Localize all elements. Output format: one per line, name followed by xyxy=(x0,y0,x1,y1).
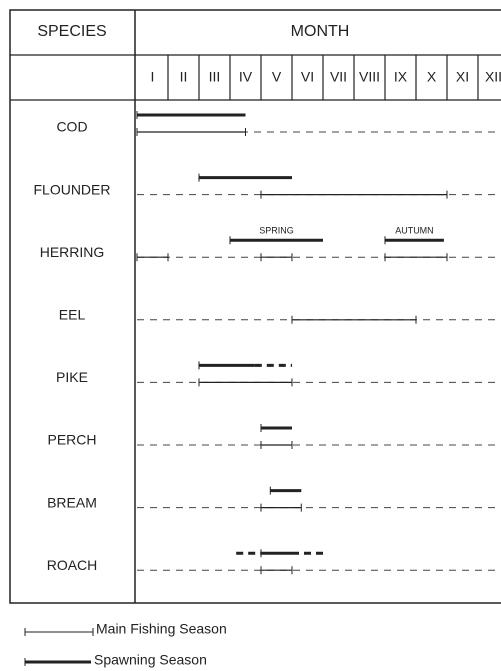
legend-fishing: Main Fishing Season xyxy=(96,621,227,637)
spawning-label: AUTUMN xyxy=(395,226,434,236)
species-name: PIKE xyxy=(56,369,88,385)
month-label: II xyxy=(180,69,188,85)
month-label: VII xyxy=(330,69,347,85)
legend-spawning: Spawning Season xyxy=(94,652,207,668)
month-label: VIII xyxy=(359,69,380,85)
month-label: XII xyxy=(485,69,501,85)
species-name: BREAM xyxy=(47,494,97,510)
table-border xyxy=(9,9,501,604)
month-header: MONTH xyxy=(291,23,350,40)
species-name: EEL xyxy=(59,307,86,323)
species-name: COD xyxy=(56,119,87,135)
month-label: XI xyxy=(456,69,469,85)
species-name: FLOUNDER xyxy=(33,181,110,197)
species-name: PERCH xyxy=(47,432,96,448)
species-name: HERRING xyxy=(40,244,105,260)
spawning-label: SPRING xyxy=(259,226,294,236)
month-label: X xyxy=(427,69,437,85)
month-label: IX xyxy=(394,69,408,85)
month-label: VI xyxy=(301,69,314,85)
species-name: ROACH xyxy=(47,557,98,573)
month-label: IV xyxy=(239,69,253,85)
month-label: III xyxy=(209,69,221,85)
month-label: V xyxy=(272,69,282,85)
month-label: I xyxy=(151,69,155,85)
species-header: SPECIES xyxy=(37,23,106,40)
